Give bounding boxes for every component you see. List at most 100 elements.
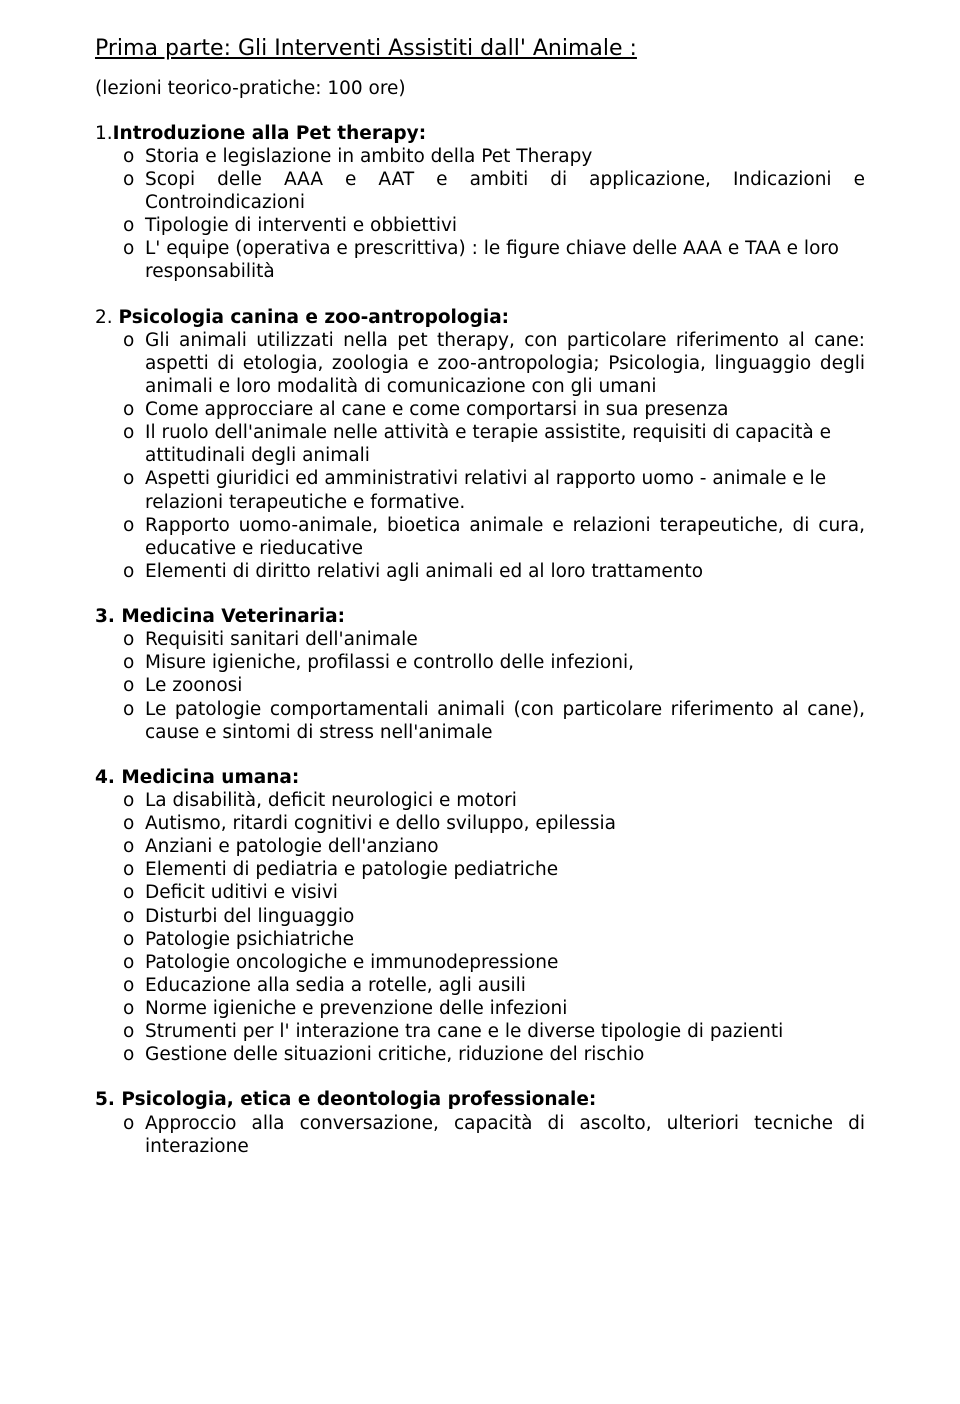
list-item: oScopi delle AAA e AAT e ambiti di appli… (95, 168, 865, 214)
page-subtitle: (lezioni teorico-pratiche: 100 ore) (95, 77, 865, 100)
bullet-marker: o (123, 997, 145, 1020)
bullet-marker: o (123, 467, 145, 490)
list-item-text: Il ruolo dell'animale nelle attività e t… (145, 421, 865, 467)
bullet-marker: o (123, 398, 145, 421)
list-item-text: Gli animali utilizzati nella pet therapy… (145, 329, 865, 398)
list-item-text: Le zoonosi (145, 674, 865, 697)
list-item: oAspetti giuridici ed amministrativi rel… (95, 467, 865, 513)
bullet-marker: o (123, 421, 145, 444)
section-4-title: Medicina umana: (121, 767, 299, 788)
list-item: oStoria e legislazione in ambito della P… (95, 145, 865, 168)
list-item: oDisturbi del linguaggio (95, 905, 865, 928)
list-item: oTipologie di interventi e obbiettivi (95, 214, 865, 237)
list-item-text: Scopi delle AAA e AAT e ambiti di applic… (145, 168, 865, 214)
list-item: oElementi di pediatria e patologie pedia… (95, 858, 865, 881)
section-2-num: 2. (95, 307, 113, 328)
bullet-marker: o (123, 835, 145, 858)
bullet-marker: o (123, 928, 145, 951)
bullet-marker: o (123, 674, 145, 697)
section-5-num: 5. (95, 1089, 115, 1110)
bullet-marker: o (123, 560, 145, 583)
list-item-text: Gestione delle situazioni critiche, ridu… (145, 1043, 865, 1066)
list-item: oGestione delle situazioni critiche, rid… (95, 1043, 865, 1066)
list-item-text: Disturbi del linguaggio (145, 905, 865, 928)
list-item-text: Anziani e patologie dell'anziano (145, 835, 865, 858)
list-item: oEducazione alla sedia a rotelle, agli a… (95, 974, 865, 997)
bullet-marker: o (123, 812, 145, 835)
bullet-marker: o (123, 329, 145, 352)
bullet-marker: o (123, 145, 145, 168)
section-1-heading: 1.Introduzione alla Pet therapy: (95, 122, 865, 145)
list-item: oMisure igieniche, profilassi e controll… (95, 651, 865, 674)
section-3-heading: 3. Medicina Veterinaria: (95, 605, 865, 628)
section-3-list: oRequisiti sanitari dell'animale oMisure… (95, 628, 865, 744)
section-5-list: oApproccio alla conversazione, capacità … (95, 1112, 865, 1158)
list-item: oL' equipe (operativa e prescrittiva) : … (95, 237, 865, 283)
list-item-text: Tipologie di interventi e obbiettivi (145, 214, 865, 237)
bullet-marker: o (123, 1043, 145, 1066)
list-item-text: Rapporto uomo-animale, bioetica animale … (145, 514, 865, 560)
section-2-list: oGli animali utilizzati nella pet therap… (95, 329, 865, 583)
list-item-text: Misure igieniche, profilassi e controllo… (145, 651, 865, 674)
list-item-text: Educazione alla sedia a rotelle, agli au… (145, 974, 865, 997)
bullet-marker: o (123, 858, 145, 881)
list-item: oCome approcciare al cane e come comport… (95, 398, 865, 421)
section-1-title: Introduzione alla Pet therapy: (113, 123, 426, 144)
list-item: oDeficit uditivi e visivi (95, 881, 865, 904)
list-item-text: Elementi di diritto relativi agli animal… (145, 560, 865, 583)
list-item-text: Elementi di pediatria e patologie pediat… (145, 858, 865, 881)
bullet-marker: o (123, 237, 145, 260)
list-item: oAutismo, ritardi cognitivi e dello svil… (95, 812, 865, 835)
bullet-marker: o (123, 628, 145, 651)
list-item: oAnziani e patologie dell'anziano (95, 835, 865, 858)
bullet-marker: o (123, 214, 145, 237)
list-item: oGli animali utilizzati nella pet therap… (95, 329, 865, 398)
list-item-text: Norme igieniche e prevenzione delle infe… (145, 997, 865, 1020)
list-item-text: La disabilità, deficit neurologici e mot… (145, 789, 865, 812)
document-page: Prima parte: Gli Interventi Assistiti da… (0, 0, 960, 1404)
section-4-heading: 4. Medicina umana: (95, 766, 865, 789)
list-item: oPatologie oncologiche e immunodepressio… (95, 951, 865, 974)
bullet-marker: o (123, 1020, 145, 1043)
list-item: oLa disabilità, deficit neurologici e mo… (95, 789, 865, 812)
list-item-text: Patologie psichiatriche (145, 928, 865, 951)
list-item: oLe zoonosi (95, 674, 865, 697)
section-1-num: 1. (95, 123, 113, 144)
bullet-marker: o (123, 789, 145, 812)
bullet-marker: o (123, 905, 145, 928)
list-item: oRequisiti sanitari dell'animale (95, 628, 865, 651)
section-5: 5. Psicologia, etica e deontologia profe… (95, 1088, 865, 1157)
section-5-heading: 5. Psicologia, etica e deontologia profe… (95, 1088, 865, 1111)
bullet-marker: o (123, 974, 145, 997)
list-item: oNorme igieniche e prevenzione delle inf… (95, 997, 865, 1020)
list-item-text: Approccio alla conversazione, capacità d… (145, 1112, 865, 1158)
bullet-marker: o (123, 168, 145, 191)
bullet-marker: o (123, 651, 145, 674)
section-1: 1.Introduzione alla Pet therapy: oStoria… (95, 122, 865, 284)
section-3: 3. Medicina Veterinaria: oRequisiti sani… (95, 605, 865, 744)
list-item-text: L' equipe (operativa e prescrittiva) : l… (145, 237, 865, 283)
bullet-marker: o (123, 1112, 145, 1135)
section-5-title: Psicologia, etica e deontologia professi… (121, 1089, 596, 1110)
list-item-text: Strumenti per l' interazione tra cane e … (145, 1020, 865, 1043)
list-item-text: Come approcciare al cane e come comporta… (145, 398, 865, 421)
list-item-text: Aspetti giuridici ed amministrativi rela… (145, 467, 865, 513)
bullet-marker: o (123, 698, 145, 721)
bullet-marker: o (123, 881, 145, 904)
section-4-num: 4. (95, 767, 115, 788)
section-2: 2. Psicologia canina e zoo-antropologia:… (95, 306, 865, 584)
section-4: 4. Medicina umana: oLa disabilità, defic… (95, 766, 865, 1067)
list-item: oRapporto uomo-animale, bioetica animale… (95, 514, 865, 560)
bullet-marker: o (123, 514, 145, 537)
list-item-text: Patologie oncologiche e immunodepression… (145, 951, 865, 974)
section-2-heading: 2. Psicologia canina e zoo-antropologia: (95, 306, 865, 329)
list-item-text: Autismo, ritardi cognitivi e dello svilu… (145, 812, 865, 835)
list-item: oIl ruolo dell'animale nelle attività e … (95, 421, 865, 467)
section-1-list: oStoria e legislazione in ambito della P… (95, 145, 865, 284)
list-item: oStrumenti per l' interazione tra cane e… (95, 1020, 865, 1043)
section-2-title: Psicologia canina e zoo-antropologia: (119, 307, 510, 328)
list-item-text: Deficit uditivi e visivi (145, 881, 865, 904)
section-4-list: oLa disabilità, deficit neurologici e mo… (95, 789, 865, 1067)
list-item: oElementi di diritto relativi agli anima… (95, 560, 865, 583)
section-3-title: Medicina Veterinaria: (121, 606, 345, 627)
